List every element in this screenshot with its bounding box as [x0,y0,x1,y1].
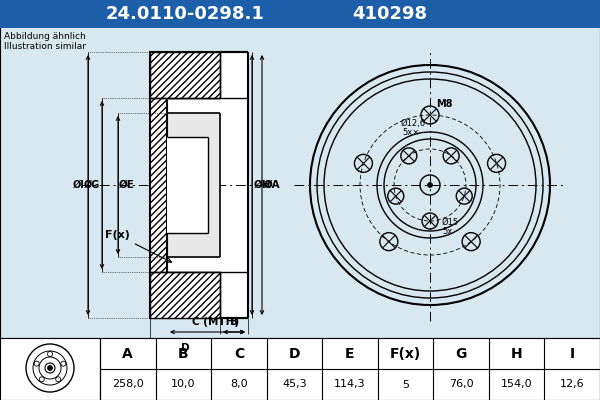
Text: F(x): F(x) [390,346,421,360]
Text: C: C [234,346,244,360]
Text: D: D [181,343,190,353]
Text: 12,6: 12,6 [560,380,584,390]
Text: 410298: 410298 [352,5,428,23]
Text: 8,0: 8,0 [230,380,248,390]
Text: F(x): F(x) [105,230,172,262]
Text: Ø15: Ø15 [442,218,459,227]
Bar [0,338,100,400]
Text: ØH: ØH [254,180,271,190]
Text: E: E [345,346,355,360]
Text: Illustration similar: Illustration similar [4,42,86,51]
Circle shape [47,366,53,370]
Text: ØA: ØA [264,180,281,190]
Text: ØE: ØE [119,180,135,190]
Text: M8: M8 [436,99,452,109]
Text: 45,3: 45,3 [282,380,307,390]
Bar [100,338,600,400]
Text: B: B [230,317,238,327]
Text: 154,0: 154,0 [501,380,532,390]
Bar [0,0,600,28]
Text: I: I [569,346,575,360]
Text: Ø12,6: Ø12,6 [401,119,426,128]
Text: G: G [455,346,467,360]
Text: 76,0: 76,0 [449,380,473,390]
Text: Abbildung ähnlich: Abbildung ähnlich [4,32,86,41]
Bar [150,272,220,318]
Text: A: A [122,346,133,360]
Bar [150,52,220,98]
Text: D: D [289,346,300,360]
Bar [150,52,167,318]
Text: 24.0110-0298.1: 24.0110-0298.1 [106,5,265,23]
Text: 10,0: 10,0 [171,380,196,390]
Text: 258,0: 258,0 [112,380,143,390]
Text: 5x×: 5x× [403,128,420,137]
Bar [167,113,220,257]
Text: ØG: ØG [84,180,100,190]
Text: ØI: ØI [73,180,85,190]
Bar [167,137,208,233]
Text: 114,3: 114,3 [334,380,366,390]
Circle shape [427,182,433,188]
Text: 5x: 5x [442,227,452,236]
Bar [167,52,248,318]
Text: C (MTH): C (MTH) [192,317,239,327]
Text: H: H [511,346,523,360]
Text: B: B [178,346,188,360]
Text: 5: 5 [402,380,409,390]
